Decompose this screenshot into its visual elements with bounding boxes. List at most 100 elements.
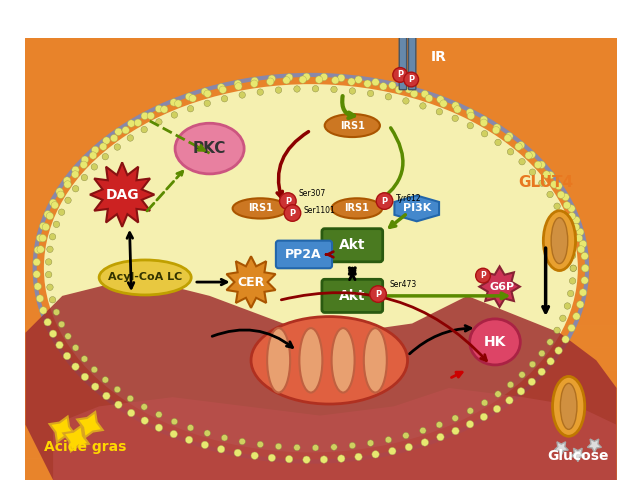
Bar [26,82,616,104]
Circle shape [569,252,576,259]
Circle shape [581,252,588,260]
Text: P: P [397,71,403,79]
Circle shape [539,350,545,357]
Circle shape [127,396,134,402]
Circle shape [49,330,56,337]
Circle shape [294,444,300,451]
Circle shape [239,92,245,98]
Text: Akt: Akt [339,238,365,252]
Circle shape [58,209,65,216]
Circle shape [348,78,355,85]
Circle shape [570,265,577,272]
Circle shape [367,90,374,96]
FancyBboxPatch shape [322,279,383,312]
Circle shape [81,174,88,181]
Circle shape [82,373,89,381]
Circle shape [506,396,513,404]
Circle shape [141,404,148,410]
Circle shape [519,158,525,165]
Circle shape [81,356,88,362]
Circle shape [367,440,374,446]
Bar [26,281,616,303]
Ellipse shape [553,376,585,436]
Circle shape [582,264,589,272]
Circle shape [221,96,228,102]
Circle shape [286,74,293,81]
Circle shape [403,432,409,439]
Ellipse shape [267,328,290,393]
Circle shape [452,102,459,109]
Circle shape [466,108,474,116]
Circle shape [91,164,98,170]
Circle shape [320,73,327,81]
Text: IRS1: IRS1 [345,204,369,214]
Circle shape [57,191,64,198]
Polygon shape [77,412,103,438]
Circle shape [568,205,575,212]
Circle shape [286,456,293,463]
Circle shape [528,378,535,385]
Circle shape [114,386,121,393]
Circle shape [555,182,562,190]
Bar [26,303,616,325]
Circle shape [393,68,408,82]
Circle shape [80,161,87,168]
Circle shape [480,116,487,123]
Circle shape [56,188,63,195]
Circle shape [349,442,356,449]
Circle shape [170,99,177,106]
Ellipse shape [232,198,288,218]
Circle shape [579,289,587,296]
Circle shape [156,411,162,418]
Circle shape [72,166,79,174]
Circle shape [64,177,71,184]
Circle shape [92,146,99,154]
Text: DAG: DAG [105,188,139,202]
Circle shape [127,135,134,141]
Text: PKC: PKC [193,141,226,156]
Circle shape [402,19,413,30]
Circle shape [303,456,310,463]
Circle shape [251,77,258,84]
Circle shape [46,271,52,278]
Circle shape [204,430,211,436]
Circle shape [37,246,44,253]
Polygon shape [53,388,616,480]
Polygon shape [90,162,154,227]
Circle shape [284,205,300,221]
Circle shape [147,112,155,120]
Circle shape [102,377,108,383]
Circle shape [134,119,142,126]
Circle shape [410,90,418,97]
Circle shape [312,85,318,92]
Circle shape [564,228,571,234]
Ellipse shape [364,328,387,393]
FancyBboxPatch shape [408,33,416,90]
Circle shape [355,76,362,84]
Circle shape [572,223,580,231]
Circle shape [554,327,560,334]
Circle shape [482,131,488,137]
Circle shape [141,112,148,120]
Circle shape [534,161,542,168]
Text: CER: CER [238,276,265,288]
Circle shape [49,199,56,206]
Circle shape [421,90,428,98]
Circle shape [44,319,51,326]
Circle shape [102,154,108,160]
Circle shape [338,455,345,462]
Circle shape [421,439,428,446]
Circle shape [33,259,40,266]
Bar [26,126,616,149]
Circle shape [65,333,71,339]
Bar [26,237,616,259]
Polygon shape [26,277,616,480]
Circle shape [388,82,396,89]
Text: Ser473: Ser473 [389,280,417,288]
Circle shape [91,366,98,373]
Circle shape [547,339,553,345]
Bar [26,348,616,370]
Text: Insuline: Insuline [378,0,446,11]
Polygon shape [64,426,89,451]
Circle shape [312,444,318,451]
